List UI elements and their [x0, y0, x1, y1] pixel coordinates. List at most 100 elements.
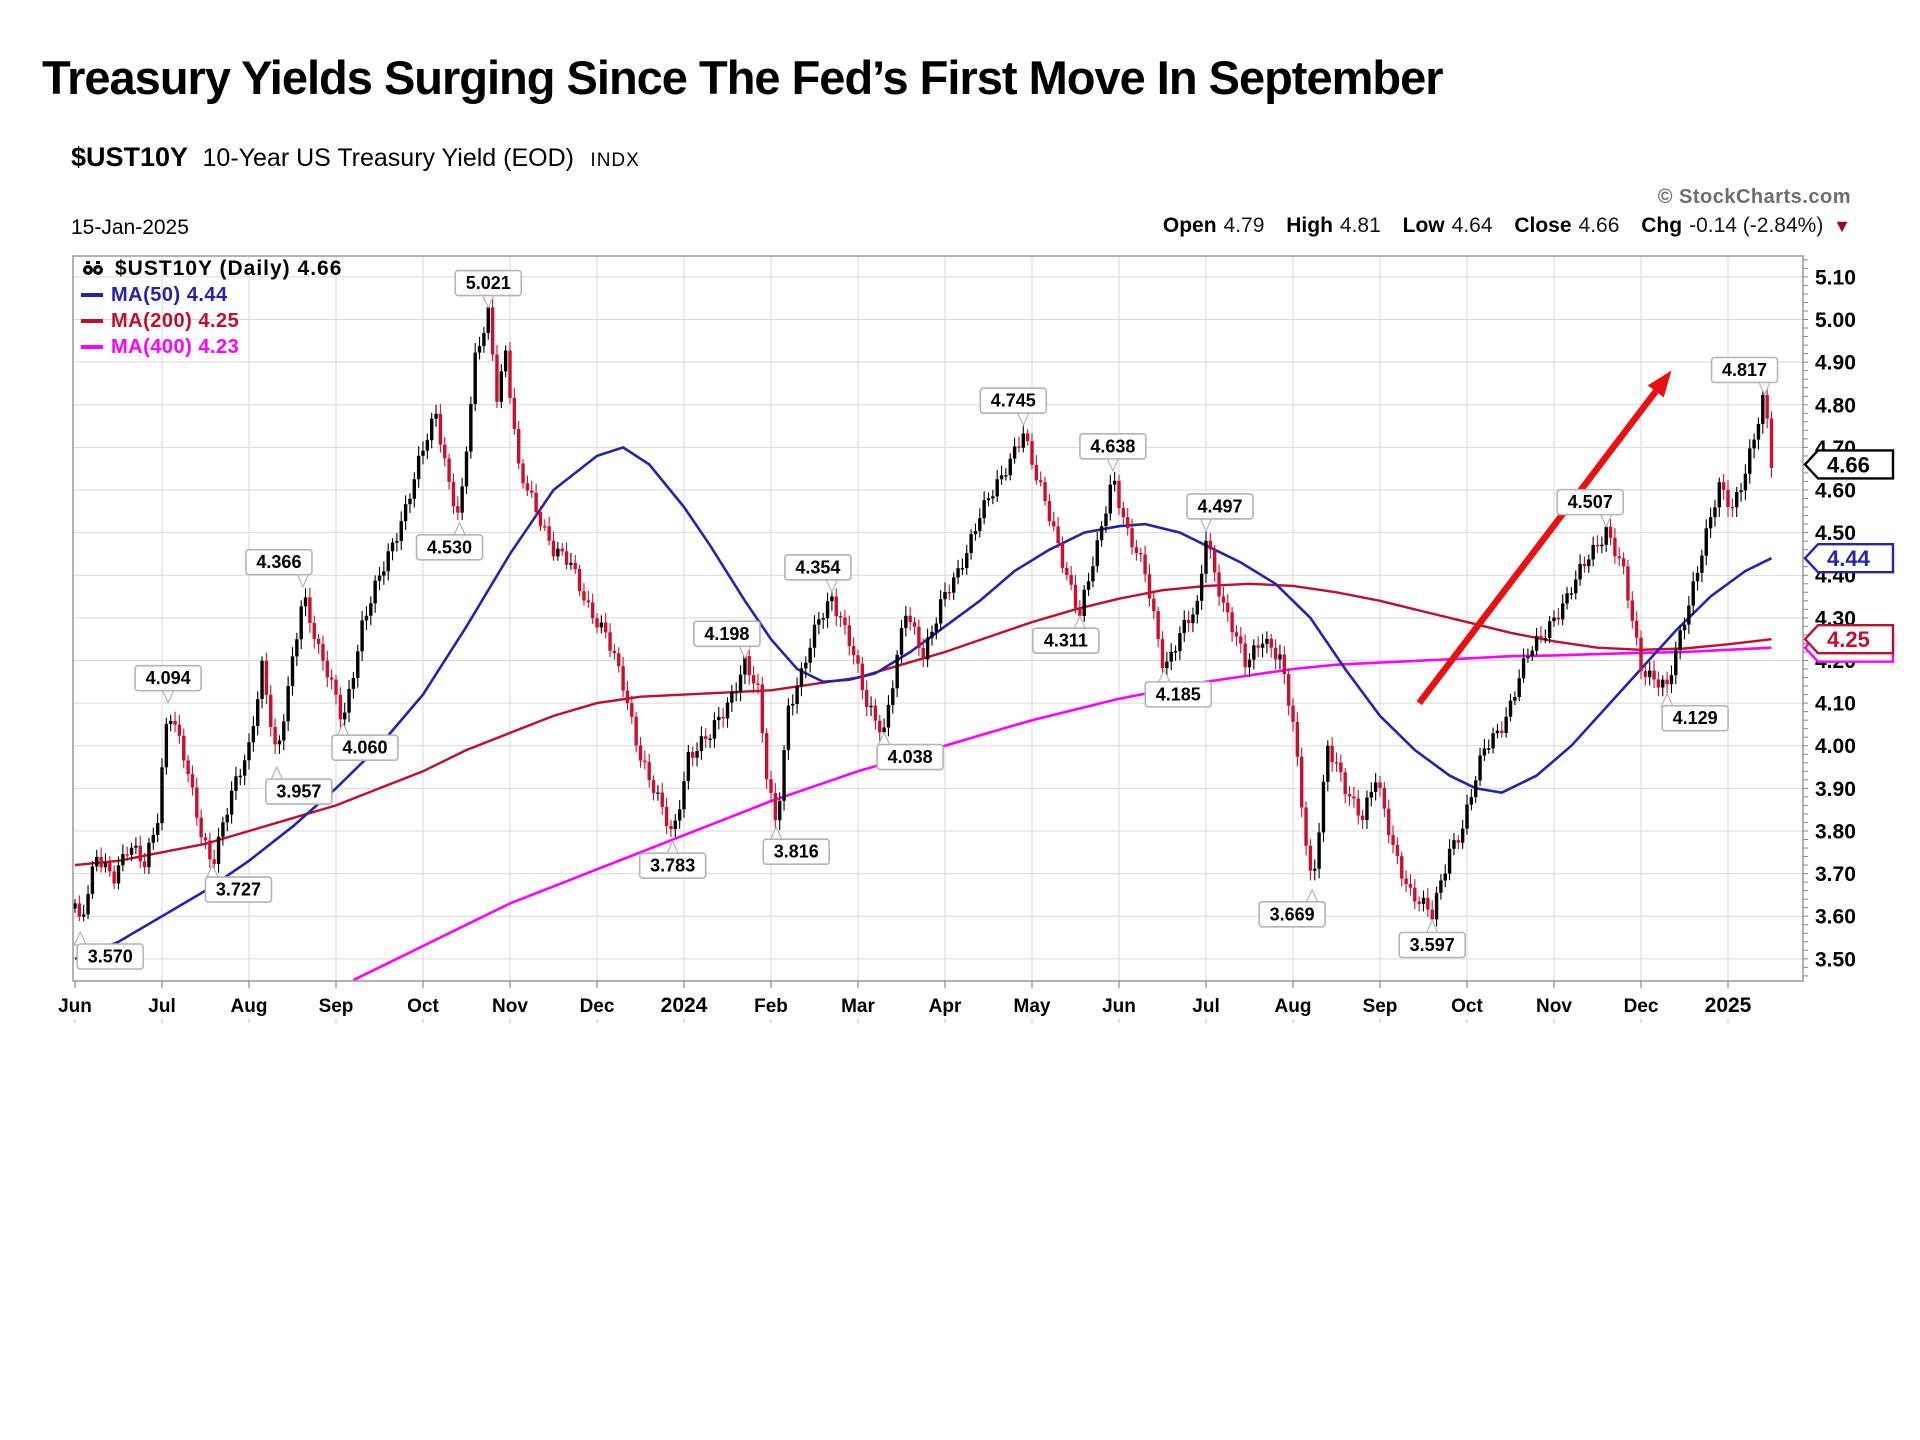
svg-text:May: May [1014, 996, 1051, 1017]
svg-text:4.25: 4.25 [1827, 627, 1870, 652]
trend-arrow [1416, 370, 1672, 706]
callout-box [134, 664, 202, 692]
symbol-label: $UST10Y [71, 142, 189, 172]
callout-value: 4.745 [991, 391, 1036, 411]
callout-box [638, 852, 707, 880]
price-tag [1803, 623, 1895, 655]
callout-value: 3.783 [650, 856, 695, 876]
chart-header: $UST10Y 10-Year US Treasury Yield (EOD) … [71, 142, 640, 173]
callout-box [1079, 432, 1147, 460]
svg-text:Oct: Oct [407, 996, 439, 1017]
callout-box [331, 734, 399, 761]
svg-text:3.70: 3.70 [1815, 863, 1856, 886]
callout-value: 4.038 [888, 747, 933, 767]
callout-box [1398, 931, 1466, 959]
svg-text:Nov: Nov [1536, 996, 1572, 1017]
sharpcharts-icon [81, 260, 107, 278]
callout-value: 4.366 [256, 552, 301, 572]
legend-ma50-label: MA(50) 4.44 [111, 283, 228, 306]
svg-text:Jul: Jul [1192, 996, 1219, 1017]
callout-box [1556, 488, 1624, 516]
callout-box [876, 743, 944, 771]
callout-box [245, 548, 313, 576]
svg-text:Jul: Jul [148, 996, 175, 1017]
symbol-description: 10-Year US Treasury Yield (EOD) [202, 144, 574, 172]
callout-value: 3.669 [1270, 904, 1315, 924]
legend-ma200-label: MA(200) 4.25 [111, 309, 240, 332]
svg-text:Sep: Sep [1363, 996, 1398, 1017]
callout-box [76, 943, 145, 970]
svg-text:4.10: 4.10 [1815, 693, 1856, 716]
ma400-line [352, 646, 1772, 982]
price-tags: 4.25 4.44 4.66 [1803, 449, 1895, 663]
gridlines [73, 256, 1803, 981]
svg-text:Dec: Dec [580, 996, 615, 1017]
price-tag [1803, 449, 1895, 480]
svg-text:Aug: Aug [1275, 996, 1312, 1017]
svg-text:4.50: 4.50 [1815, 522, 1856, 545]
svg-text:Dec: Dec [1624, 996, 1659, 1017]
callout-box [693, 620, 761, 648]
price-chart: 3.570 4.094 3.727 3.957 4.366 4.060 4.530 5.021… [58, 255, 1895, 1023]
svg-text:Aug: Aug [231, 996, 268, 1017]
callout-value: 3.957 [276, 782, 321, 802]
legend-ma400-label: MA(400) 4.23 [111, 335, 240, 358]
callout-value: 4.060 [342, 738, 387, 758]
callout-value: 4.638 [1090, 436, 1135, 456]
plot-border [72, 255, 1804, 982]
svg-text:2024: 2024 [661, 994, 708, 1017]
stockcharts-credit: © StockCharts.com [1657, 186, 1851, 208]
svg-text:Jun: Jun [58, 996, 92, 1017]
callout-box [265, 778, 333, 805]
svg-text:4.60: 4.60 [1815, 479, 1856, 502]
callout-value: 4.817 [1722, 360, 1767, 380]
x-axis: Jun Jul Aug Sep Oct Nov Dec 2024 Feb Mar Apr May Jun… [58, 981, 1752, 1023]
ohlc-quote-line: Open 4.79 High 4.81 Low 4.64 Close 4.66 Chg -… [1163, 214, 1851, 238]
exchange-label: INDX [590, 150, 640, 171]
callout-value: 3.597 [1410, 935, 1455, 955]
callout-box [762, 838, 831, 865]
callout-box [979, 387, 1048, 414]
callout-box [1661, 704, 1729, 732]
svg-text:4.80: 4.80 [1815, 394, 1856, 417]
svg-text:3.60: 3.60 [1815, 906, 1856, 929]
callout-box [1186, 493, 1254, 520]
callout-box [454, 269, 523, 297]
callout-value: 4.129 [1673, 708, 1718, 728]
svg-text:Jun: Jun [1102, 996, 1136, 1017]
callout-value: 4.530 [427, 537, 472, 557]
high-value: 4.81 [1339, 214, 1381, 237]
callout-box [1710, 356, 1779, 384]
svg-text:Oct: Oct [1451, 996, 1483, 1017]
callout-box [784, 554, 852, 581]
legend-ma50-row: MA(50) 4.44 [81, 282, 342, 308]
svg-text:Nov: Nov [492, 996, 528, 1017]
y-axis: 3.503.603.703.803.904.004.104.204.304.40… [1803, 259, 1856, 977]
svg-text:3.50: 3.50 [1815, 948, 1856, 971]
callout-value: 4.198 [704, 624, 749, 644]
svg-text:3.80: 3.80 [1815, 820, 1856, 843]
candlesticks [73, 298, 1774, 927]
svg-text:Apr: Apr [929, 996, 962, 1017]
value-callouts: 3.570 4.094 3.727 3.957 4.366 4.060 4.530 5.021… [73, 269, 1779, 970]
low-value: 4.64 [1451, 214, 1493, 237]
close-label: Close [1514, 214, 1572, 237]
low-label: Low [1402, 214, 1445, 237]
legend-ma200-row: MA(200) 4.25 [81, 308, 342, 334]
chart-date: 15-Jan-2025 [71, 216, 189, 239]
chart-legend: $UST10Y (Daily) 4.66 MA(50) 4.44 MA(200)… [81, 256, 342, 360]
callout-value: 4.354 [795, 557, 840, 577]
ma50-swatch [81, 293, 103, 297]
ma50-line [74, 445, 1773, 961]
open-value: 4.79 [1223, 214, 1265, 237]
callout-box [1032, 627, 1100, 654]
high-label: High [1286, 214, 1333, 237]
price-tag [1803, 542, 1895, 574]
callout-value: 4.507 [1568, 492, 1613, 512]
legend-main-label: $UST10Y (Daily) 4.66 [115, 257, 343, 280]
svg-text:5.00: 5.00 [1815, 309, 1856, 332]
slide-title: Treasury Yields Surging Since The Fed’s … [42, 51, 1444, 104]
stockcharts-panel: $UST10Y 10-Year US Treasury Yield (EOD) … [55, 142, 1907, 1052]
close-value: 4.66 [1578, 214, 1620, 237]
change-value: -0.14 (-2.84%) [1689, 214, 1824, 237]
